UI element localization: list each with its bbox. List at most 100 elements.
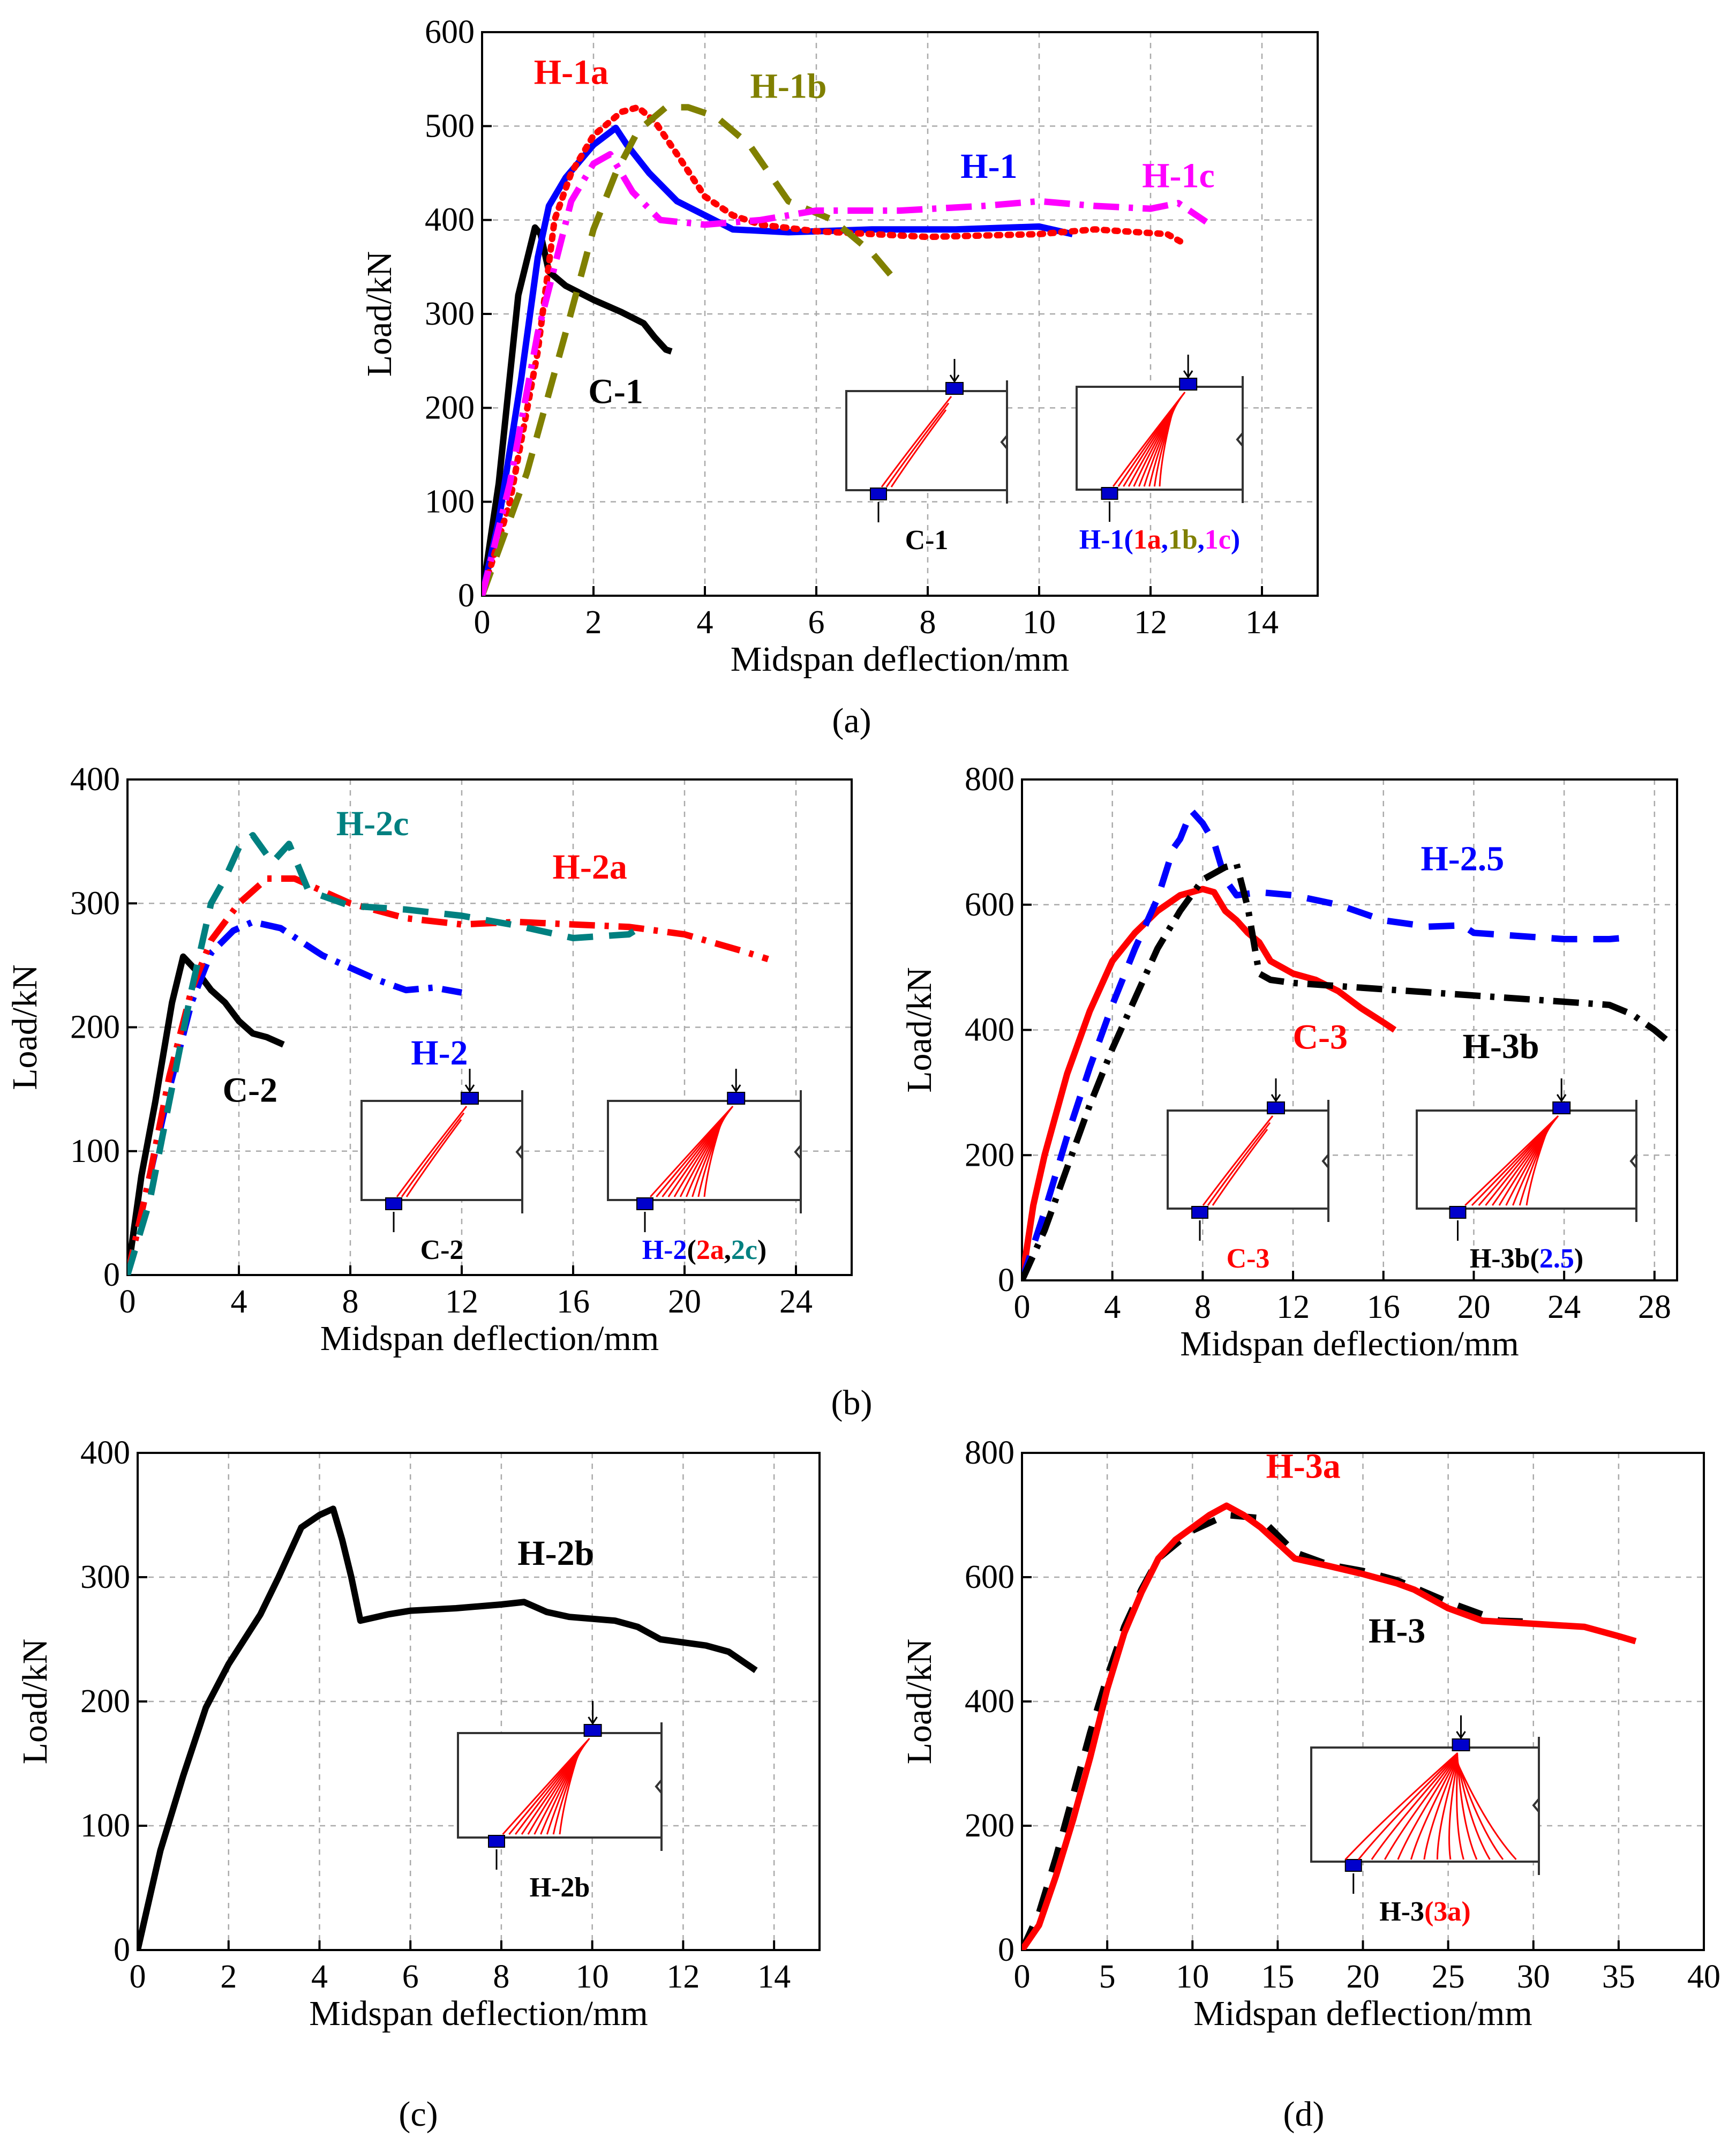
series-annotation-H-1c: H-1c — [1142, 156, 1215, 195]
inset-caption-part: C-1 — [905, 525, 949, 556]
series-annotation-H-2c: H-2c — [336, 804, 409, 843]
load-arrow-head — [1456, 1731, 1466, 1739]
x-tick-label: 4 — [231, 1284, 247, 1320]
inset-caption-part: 1a — [1133, 524, 1161, 555]
y-axis-title: Load/kN — [360, 251, 399, 377]
y-axis-title: Load/kN — [5, 964, 44, 1090]
inset-caption-part: , — [1198, 524, 1205, 555]
crack-line — [1212, 1129, 1268, 1206]
series-annotation-H-2: H-2 — [411, 1033, 468, 1073]
y-tick-label: 200 — [965, 1137, 1014, 1173]
x-tick-label: 20 — [1457, 1289, 1490, 1325]
series-annotation-C-3: C-3 — [1292, 1018, 1348, 1057]
chart-c: 0 2 4 6 8 10 12 14 0 100 200 300 400 Midspan deflecti… — [16, 1435, 821, 2033]
inset-caption: C-1 — [905, 525, 949, 556]
support-plate — [1101, 487, 1118, 500]
series-line-C-3 — [1022, 886, 1397, 1280]
load-arrow-head — [464, 1084, 475, 1093]
y-tick-label: 400 — [425, 202, 475, 238]
inset-caption-part: (3a) — [1424, 1896, 1471, 1927]
beam-break-line — [1321, 1100, 1329, 1222]
x-tick-label: 2 — [220, 1959, 237, 1995]
crack-line — [1202, 1115, 1274, 1206]
x-tick-label: 20 — [1347, 1959, 1380, 1995]
inset-caption-part: 1b — [1168, 524, 1198, 555]
beam-inset: C-1 — [845, 359, 1008, 556]
x-tick-label: 4 — [697, 604, 713, 641]
series-line-H-1 — [482, 124, 1073, 596]
panel-label-a: (a) — [832, 701, 871, 740]
crack-line — [881, 396, 952, 488]
inset-caption: H-2b — [530, 1872, 590, 1903]
crack-line — [401, 1112, 465, 1197]
y-tick-label: 600 — [425, 14, 475, 50]
inset-caption-part: C-2 — [420, 1235, 464, 1265]
y-tick-label: 300 — [80, 1559, 130, 1595]
inset-caption: H-1(1a,1b,1c) — [1079, 524, 1240, 555]
y-axis-title: Load/kN — [900, 1639, 939, 1765]
inset-caption-part: ) — [1231, 524, 1240, 555]
load-plate — [583, 1724, 602, 1737]
load-plate — [1452, 1738, 1470, 1751]
y-tick-label: 0 — [103, 1257, 120, 1293]
y-tick-label: 500 — [425, 108, 475, 144]
y-axis-title: Load/kN — [900, 967, 939, 1093]
y-tick-label: 600 — [965, 1559, 1014, 1595]
beam-break-line — [1000, 380, 1008, 504]
x-tick-label: 8 — [920, 604, 936, 641]
panel-label-c: (c) — [399, 2095, 438, 2134]
y-tick-label: 600 — [965, 887, 1014, 923]
inset-caption-part: 2a — [696, 1235, 724, 1265]
panel-label-b: (b) — [831, 1383, 873, 1422]
series-annotation-H-2.5: H-2.5 — [1421, 839, 1504, 878]
x-axis-title: Midspan deflection/mm — [320, 1319, 659, 1358]
series-annotation-H-3: H-3 — [1369, 1611, 1425, 1651]
x-tick-label: 12 — [1276, 1289, 1310, 1325]
crack-line — [1397, 1756, 1459, 1860]
y-tick-label: 200 — [80, 1683, 130, 1720]
beam-break-line — [1629, 1100, 1637, 1222]
x-tick-label: 10 — [1176, 1959, 1209, 1995]
series-line-H-2c — [127, 832, 645, 1275]
x-tick-label: 6 — [808, 604, 825, 641]
series-annotation-H-1a: H-1a — [534, 53, 608, 92]
crack-line — [1457, 1763, 1517, 1861]
inset-caption-part: 2.5 — [1539, 1243, 1574, 1274]
beam-outline — [360, 1100, 523, 1201]
x-tick-label: 35 — [1602, 1959, 1635, 1995]
inset-caption-part: H-3b — [1470, 1243, 1530, 1274]
crack-line — [1457, 1762, 1504, 1860]
x-tick-label: 0 — [474, 604, 491, 641]
inset-caption-part: ) — [1574, 1243, 1583, 1274]
x-tick-label: 2 — [585, 604, 602, 641]
crack-line — [405, 1119, 462, 1197]
beam-break-line — [655, 1722, 663, 1851]
y-tick-label: 200 — [425, 389, 475, 426]
x-tick-label: 0 — [130, 1959, 146, 1995]
series-line-H-1a — [482, 104, 1188, 596]
x-tick-label: 5 — [1099, 1959, 1116, 1995]
crack-line — [396, 1106, 468, 1197]
y-axis-title: Load/kN — [16, 1639, 55, 1765]
crack-line — [1410, 1756, 1459, 1860]
support-plate — [1449, 1206, 1467, 1219]
crack-line — [1436, 1758, 1459, 1860]
inset-caption-part: 1c — [1205, 524, 1231, 555]
inset-caption-part: ( — [1530, 1243, 1539, 1274]
load-arrow-head — [731, 1084, 741, 1093]
beam-inset: H-2(2a,2c) — [607, 1069, 802, 1265]
x-axis-title: Midspan deflection/mm — [1193, 1994, 1532, 2033]
crack-line — [1159, 405, 1175, 487]
y-tick-label: 400 — [80, 1435, 130, 1471]
inset-caption-part: H-3 — [1379, 1896, 1424, 1927]
beam-outline — [1310, 1746, 1540, 1863]
beam-break-line — [1236, 376, 1244, 503]
y-tick-label: 400 — [965, 1683, 1014, 1720]
crack-line — [1207, 1122, 1271, 1206]
inset-caption: C-3 — [1227, 1243, 1270, 1274]
chart-b_left: 0 4 8 12 16 20 24 0 100 200 300 400 Midspan deflecti… — [5, 761, 853, 1358]
x-tick-label: 8 — [342, 1284, 359, 1320]
crack-line — [703, 1119, 723, 1197]
load-arrow-head — [1183, 370, 1193, 379]
